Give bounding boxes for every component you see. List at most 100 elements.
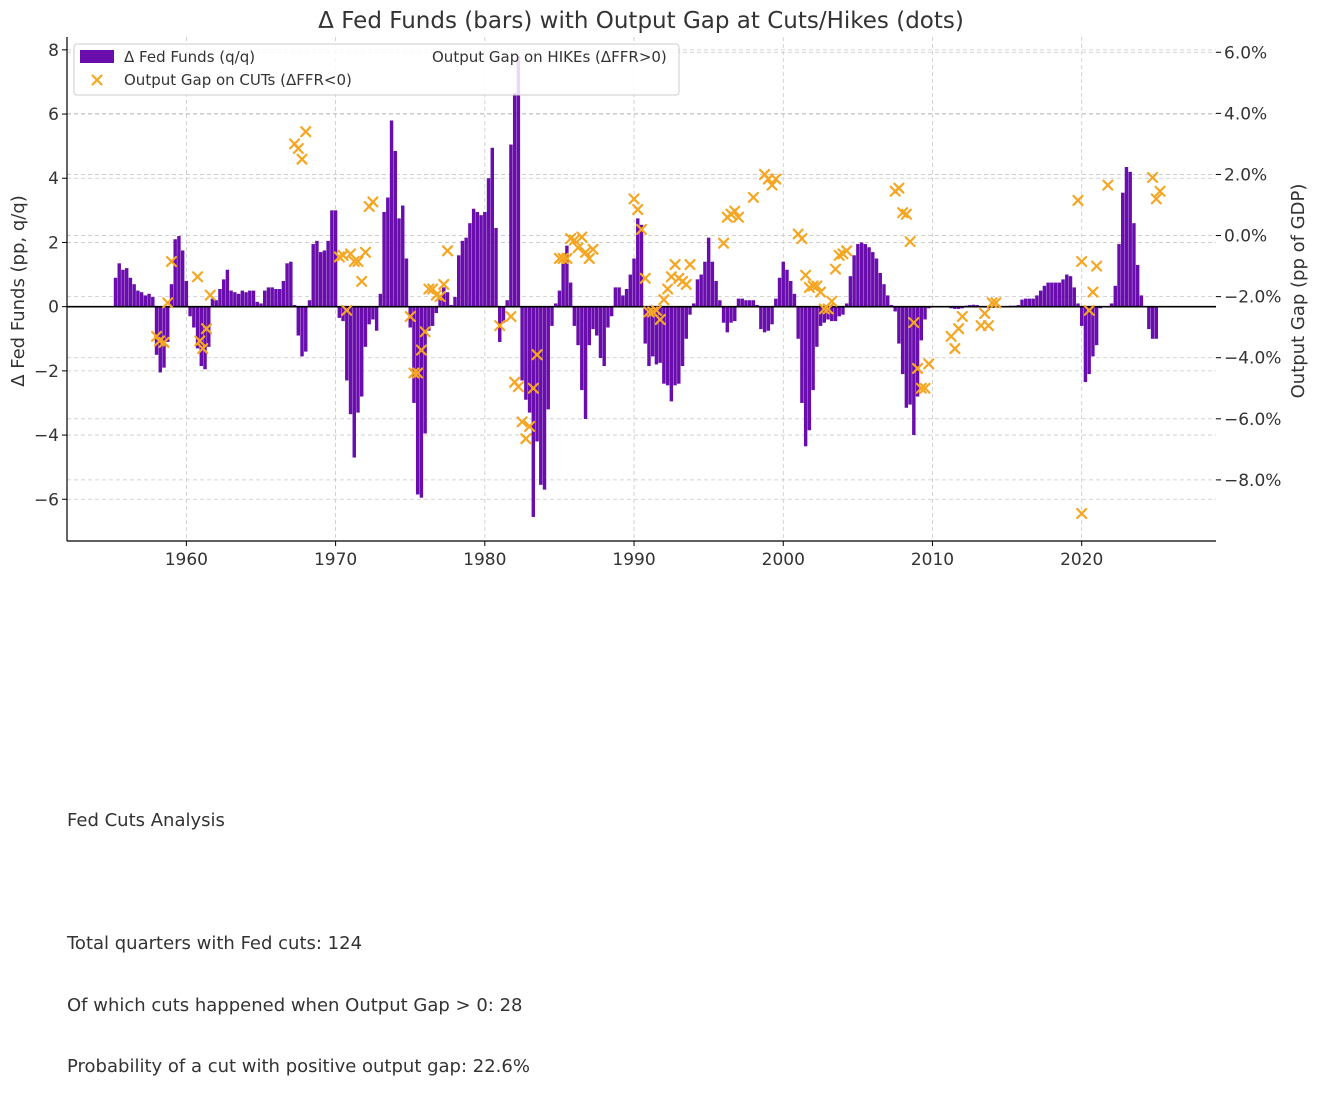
bar [576, 306, 580, 346]
bar [419, 306, 424, 498]
bar [1124, 167, 1129, 307]
bar [1094, 306, 1099, 346]
bar [971, 304, 976, 307]
cut-marker [341, 304, 353, 316]
cut-marker [826, 295, 838, 307]
cut-marker [893, 182, 905, 194]
bar [520, 306, 524, 381]
bar [960, 306, 965, 309]
bar [695, 279, 700, 307]
cut-marker [557, 252, 569, 265]
legend-frame [73, 43, 680, 96]
bar [636, 218, 640, 307]
bar [430, 306, 435, 326]
y-tick-label-left: 2 [48, 233, 59, 253]
cut-marker [204, 289, 216, 301]
cut-marker [1102, 179, 1114, 191]
bar [221, 279, 226, 307]
bar [386, 197, 390, 307]
bar [572, 306, 577, 326]
bar [1020, 299, 1024, 307]
bar [703, 261, 707, 307]
cut-marker [441, 245, 454, 257]
bar [404, 258, 409, 307]
cut-marker [165, 255, 178, 268]
y-tick-label-right: 0.0% [1224, 227, 1267, 247]
bar [878, 272, 882, 307]
cut-marker [639, 272, 651, 284]
bar [330, 210, 334, 307]
cut-marker [352, 255, 364, 268]
y-tick-label-right: 4.0% [1224, 104, 1267, 124]
bar [1057, 282, 1062, 307]
bar [591, 306, 595, 330]
bar [774, 298, 778, 307]
cut-marker [1146, 171, 1159, 184]
bar [762, 306, 767, 333]
y-tick-label-left: −4 [34, 426, 59, 446]
cut-marker [1150, 193, 1162, 205]
cut-marker [770, 173, 782, 185]
bar [885, 295, 890, 307]
bar [609, 306, 614, 317]
bar [363, 306, 368, 347]
legend: Δ Fed Funds (q/q) Output Gap on CUTs (ΔF… [73, 43, 680, 96]
cut-marker [348, 255, 360, 268]
bar [166, 306, 170, 342]
bar [203, 306, 207, 370]
cut-marker [527, 382, 539, 394]
bar [863, 244, 868, 307]
cut-marker [841, 245, 853, 257]
bar [456, 255, 461, 307]
cut-marker [717, 237, 730, 249]
cut-marker [919, 382, 931, 394]
bar [132, 284, 136, 307]
cut-marker [632, 203, 644, 216]
bar [822, 306, 827, 323]
bar [796, 306, 800, 339]
bar [233, 292, 237, 307]
cut-marker [982, 320, 995, 332]
cut-marker [531, 349, 543, 361]
bar [893, 306, 897, 312]
bar [236, 293, 241, 307]
bar [274, 289, 278, 307]
cut-marker [568, 234, 580, 246]
cut-marker [579, 246, 592, 258]
x-tick-label: 1960 [165, 550, 208, 570]
cut-marker [162, 297, 174, 309]
bar [311, 244, 315, 307]
cut-marker [986, 297, 998, 309]
bar [688, 306, 692, 315]
bar [617, 287, 621, 307]
cut-marker [1072, 194, 1084, 207]
bar [729, 306, 733, 323]
bar [602, 306, 606, 367]
bar [897, 306, 901, 344]
bar [1121, 192, 1125, 307]
bar [803, 306, 808, 447]
bar [535, 306, 539, 442]
bar [785, 269, 789, 307]
bar [539, 306, 543, 485]
bar [348, 306, 353, 415]
bar [434, 306, 439, 314]
bar [180, 250, 185, 307]
bar [263, 290, 267, 307]
bar [367, 306, 371, 325]
bar [1135, 264, 1140, 307]
bar [841, 306, 845, 315]
bar [587, 306, 591, 346]
bar [1024, 298, 1028, 307]
bar [1076, 303, 1080, 307]
bar [1150, 306, 1155, 339]
bar [412, 306, 416, 403]
bar [561, 258, 565, 307]
cut-marker [523, 420, 536, 433]
bar [710, 261, 715, 307]
bar [1068, 276, 1073, 307]
bar [270, 287, 274, 307]
x-tick-label: 2010 [911, 550, 954, 570]
bar [643, 306, 647, 344]
bar [557, 290, 562, 307]
